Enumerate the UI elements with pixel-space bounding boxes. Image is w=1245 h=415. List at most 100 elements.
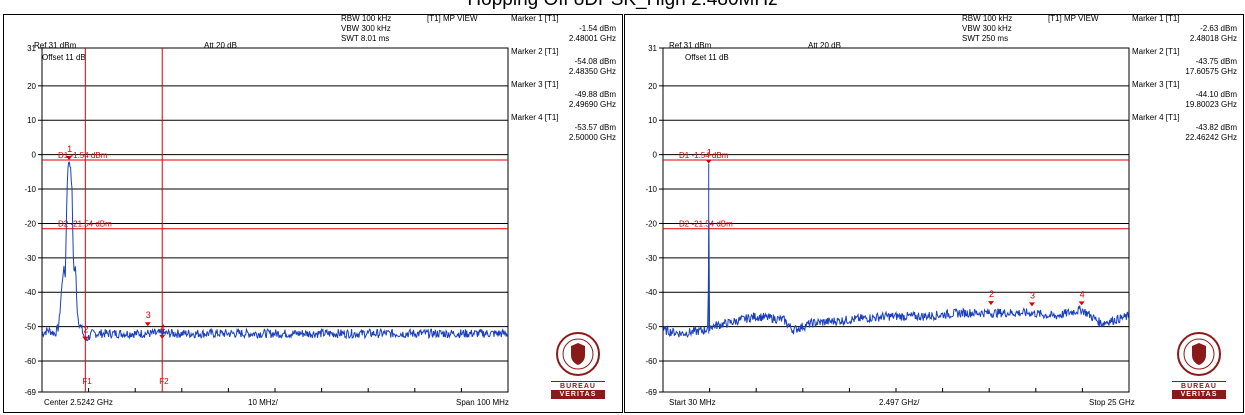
bureau-veritas-logo: BUREAU VERITAS xyxy=(1172,329,1226,401)
logo-line2: VERITAS xyxy=(551,390,605,399)
ref-level-label: Ref 31 dBm xyxy=(34,41,77,50)
y-tick-label: -60 xyxy=(24,357,36,366)
y-tick-label: -10 xyxy=(645,185,657,194)
footer-left-label: Start 30 MHz xyxy=(669,398,716,407)
marker-table: Marker 1 [T1] -1.54 dBm 2.48001 GHz Marker… xyxy=(511,14,622,146)
rbw-label: RBW 100 kHz xyxy=(341,14,392,23)
marker-number: 4 xyxy=(160,323,165,333)
marker-level: -49.88 dBm xyxy=(574,90,616,99)
marker-name: Marker 2 [T1] xyxy=(1132,47,1180,56)
marker-triangle xyxy=(705,159,712,164)
offset-label: Offset 11 dB xyxy=(42,53,86,62)
rbw-label: RBW 100 kHz xyxy=(962,14,1013,23)
marker-freq: 2.48001 GHz xyxy=(568,34,616,43)
footer-left-label: Center 2.5242 GHz xyxy=(44,398,113,407)
marker-entry: Marker 2 [T1] -54.08 dBm 2.48350 GHz xyxy=(511,47,622,80)
marker-level: -54.08 dBm xyxy=(574,57,616,66)
display-line-label: D1 -1.54 dBm xyxy=(58,151,108,160)
plot-border xyxy=(41,47,509,393)
marker-freq: 19.80023 GHz xyxy=(1185,100,1237,109)
y-tick-label: 0 xyxy=(32,151,37,160)
marker-level: -43.82 dBm xyxy=(1195,123,1237,132)
marker-number: 3 xyxy=(1030,290,1035,300)
display-line-label: D2 -21.54 dBm xyxy=(679,220,733,229)
footer-mid-label: 10 MHz/ xyxy=(248,398,278,407)
view-label: [T1] MP VIEW xyxy=(1048,14,1099,23)
marker-entry: Marker 2 [T1] -43.75 dBm 17.60575 GHz xyxy=(1132,47,1243,80)
marker-level: -44.10 dBm xyxy=(1195,90,1237,99)
swt-label: SWT 250 ms xyxy=(962,34,1009,43)
vbw-label: VBW 300 kHz xyxy=(341,24,391,33)
marker-number: 1 xyxy=(707,148,712,158)
y-tick-label: -69 xyxy=(24,388,36,397)
marker-entry: Marker 3 [T1] -44.10 dBm 19.80023 GHz xyxy=(1132,80,1243,113)
marker-freq: 2.48350 GHz xyxy=(568,67,616,76)
trace-line xyxy=(662,221,1130,338)
marker-triangle xyxy=(66,155,73,160)
spectrum-panel-2: RBW 100 kHz VBW 300 kHz SWT 250 ms [T1] … xyxy=(624,14,1244,413)
marker-entry: Marker 1 [T1] -1.54 dBm 2.48001 GHz xyxy=(511,14,622,47)
page-title: Hopping Off 8DPSK_High 2.480MHz xyxy=(0,0,1245,14)
y-tick-label: -20 xyxy=(24,219,36,228)
swt-label: SWT 8.01 ms xyxy=(341,34,390,43)
logo-line2: VERITAS xyxy=(1172,390,1226,399)
marker-name: Marker 1 [T1] xyxy=(1132,14,1180,23)
logo-line1: BUREAU xyxy=(551,381,605,391)
attenuation-label: Att 20 dB xyxy=(204,41,237,50)
marker-name: Marker 4 [T1] xyxy=(511,113,559,122)
marker-triangle xyxy=(82,336,89,341)
marker-level: -1.54 dBm xyxy=(579,24,616,33)
y-tick-label: 20 xyxy=(648,82,657,91)
y-tick-label: -10 xyxy=(24,185,36,194)
y-tick-label: -40 xyxy=(24,288,36,297)
marker-entry: Marker 1 [T1] -2.63 dBm 2.48018 GHz xyxy=(1132,14,1243,47)
marker-freq: 2.50000 GHz xyxy=(568,133,616,142)
marker-number: 1 xyxy=(67,144,72,154)
marker-triangle xyxy=(1028,302,1035,307)
frequency-line-label: F2 xyxy=(159,377,169,386)
marker-freq: 2.48018 GHz xyxy=(1189,34,1237,43)
y-tick-label: 10 xyxy=(27,116,36,125)
trace-line xyxy=(41,161,509,342)
marker-triangle xyxy=(159,334,166,339)
vbw-label: VBW 300 kHz xyxy=(962,24,1012,33)
y-tick-label: 20 xyxy=(27,82,36,91)
marker-number: 4 xyxy=(1080,289,1085,299)
seal-icon xyxy=(1177,332,1221,376)
logo-line1: BUREAU xyxy=(1172,381,1226,391)
marker-number: 2 xyxy=(989,289,994,299)
y-tick-label: -60 xyxy=(645,357,657,366)
y-tick-label: -50 xyxy=(645,323,657,332)
marker-level: -43.75 dBm xyxy=(1195,57,1237,66)
display-line-label: D1 -1.54 dBm xyxy=(679,151,729,160)
footer-mid-label: 2.497 GHz/ xyxy=(879,398,920,407)
marker-triangle xyxy=(988,301,995,306)
marker-entry: Marker 4 [T1] -43.82 dBm 22.46242 GHz xyxy=(1132,113,1243,146)
ref-level-label: Ref 31 dBm xyxy=(669,41,712,50)
marker-triangle xyxy=(144,322,151,327)
footer-right-label: Span 100 MHz xyxy=(456,398,509,407)
marker-freq: 2.49690 GHz xyxy=(568,100,616,109)
marker-number: 2 xyxy=(83,325,88,335)
marker-number: 3 xyxy=(146,310,151,320)
marker-name: Marker 1 [T1] xyxy=(511,14,559,23)
seal-icon xyxy=(556,332,600,376)
marker-triangle xyxy=(1078,301,1085,306)
y-tick-label: 31 xyxy=(27,44,36,53)
y-tick-label: 10 xyxy=(648,116,657,125)
marker-level: -2.63 dBm xyxy=(1200,24,1237,33)
marker-name: Marker 3 [T1] xyxy=(1132,80,1180,89)
marker-name: Marker 4 [T1] xyxy=(1132,113,1180,122)
y-tick-label: -50 xyxy=(24,323,36,332)
y-tick-label: -20 xyxy=(645,219,657,228)
y-tick-label: -30 xyxy=(645,254,657,263)
marker-freq: 22.46242 GHz xyxy=(1185,133,1237,142)
view-label: [T1] MP VIEW xyxy=(427,14,478,23)
y-tick-label: -69 xyxy=(645,388,657,397)
spectrum-panel-1: RBW 100 kHz VBW 300 kHz SWT 8.01 ms [T1]… xyxy=(3,14,623,413)
marker-level: -53.57 dBm xyxy=(574,123,616,132)
